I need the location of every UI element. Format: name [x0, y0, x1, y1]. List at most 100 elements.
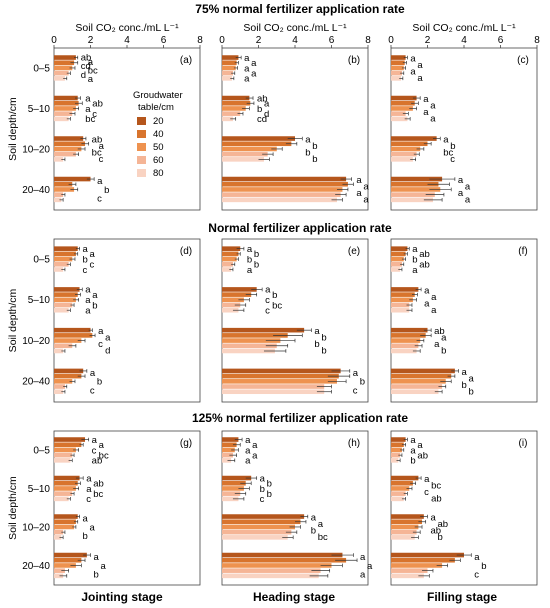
bar [222, 267, 232, 272]
bar [391, 519, 423, 525]
bar [222, 338, 281, 343]
significance-label: b [267, 479, 272, 490]
depth-tick-label: 10–20 [22, 522, 50, 533]
significance-label: ab [431, 526, 442, 537]
significance-label: c [424, 487, 429, 498]
depth-tick-label: 20–40 [22, 377, 50, 388]
bar [54, 261, 69, 267]
bar [222, 176, 347, 182]
significance-label: a [360, 569, 366, 580]
bar [222, 348, 275, 354]
significance-label: a [423, 94, 429, 105]
significance-label: a [305, 135, 311, 146]
significance-label: b [450, 141, 455, 152]
bar [391, 442, 404, 448]
bar [391, 573, 424, 579]
bar [391, 192, 435, 197]
significance-label: a [458, 188, 464, 199]
bar [54, 251, 76, 257]
significance-label: a [318, 519, 324, 530]
bar [391, 151, 417, 157]
bar [54, 373, 82, 379]
significance-label: b [438, 532, 443, 543]
bar [391, 136, 437, 141]
significance-label: a [247, 244, 253, 255]
bar [54, 302, 73, 308]
bar [391, 60, 405, 66]
significance-label: a [469, 373, 475, 384]
bar [54, 141, 86, 147]
bar [222, 302, 241, 308]
bar [54, 287, 80, 292]
significance-label: b [257, 104, 262, 115]
bar [54, 76, 65, 81]
bar [54, 338, 82, 343]
bar [391, 373, 452, 379]
bar [54, 368, 84, 374]
bar [222, 389, 325, 395]
bar [54, 480, 78, 486]
significance-label: a [83, 514, 89, 525]
significance-label: a [251, 68, 257, 79]
x-tick-label: 6 [161, 35, 167, 46]
bar [54, 246, 78, 251]
panel-frame [390, 430, 538, 586]
bar [391, 452, 401, 458]
significance-label: b [260, 484, 265, 495]
significance-label: a [85, 285, 91, 296]
significance-label: a [417, 60, 423, 71]
bar [54, 136, 84, 141]
bar [391, 514, 424, 519]
bar [54, 475, 80, 481]
depth-tick-label: 5–10 [28, 295, 51, 306]
bar [222, 106, 246, 111]
bar [391, 111, 406, 116]
significance-label: c [353, 385, 358, 396]
bar [222, 437, 239, 442]
bar [391, 251, 406, 257]
significance-label: c [83, 265, 88, 276]
bar [54, 197, 62, 203]
significance-label: ab [438, 519, 449, 530]
bar [391, 348, 417, 354]
legend-title-line2: table/cm [138, 102, 174, 113]
bar [222, 76, 233, 81]
significance-label: a [356, 175, 362, 186]
significance-label: a [424, 474, 430, 485]
bar [391, 181, 439, 187]
bar [222, 111, 241, 116]
bar [222, 491, 241, 496]
bar [391, 76, 402, 81]
significance-label: c [92, 445, 97, 456]
significance-label: a [245, 445, 251, 456]
legend-title-line1: Groudwater [133, 90, 183, 101]
significance-label: a [265, 285, 271, 296]
panel-letter: (a) [180, 55, 192, 66]
bar [54, 343, 73, 349]
significance-label: b [272, 290, 277, 301]
bar [54, 176, 91, 182]
bar [54, 437, 86, 442]
significance-label: a [85, 295, 91, 306]
significance-label: a [412, 265, 418, 276]
bar [391, 267, 401, 272]
significance-label: b [410, 456, 415, 467]
bar [222, 292, 252, 297]
significance-label: a [83, 244, 89, 255]
bar [222, 141, 292, 147]
significance-label: c [99, 154, 104, 165]
bar [54, 267, 64, 272]
legend-swatch [137, 156, 146, 164]
x-tick-label: 0 [388, 35, 394, 46]
bar [391, 389, 439, 395]
bar [222, 251, 239, 257]
significance-label: c [90, 260, 95, 271]
significance-label: ab [93, 479, 104, 490]
bar [54, 95, 78, 101]
significance-label: a [424, 285, 430, 296]
significance-label: c [92, 109, 97, 120]
panel-letter: (i) [519, 438, 528, 449]
significance-label: d [81, 70, 86, 81]
legend-swatch [137, 169, 146, 177]
significance-label: a [431, 292, 437, 303]
